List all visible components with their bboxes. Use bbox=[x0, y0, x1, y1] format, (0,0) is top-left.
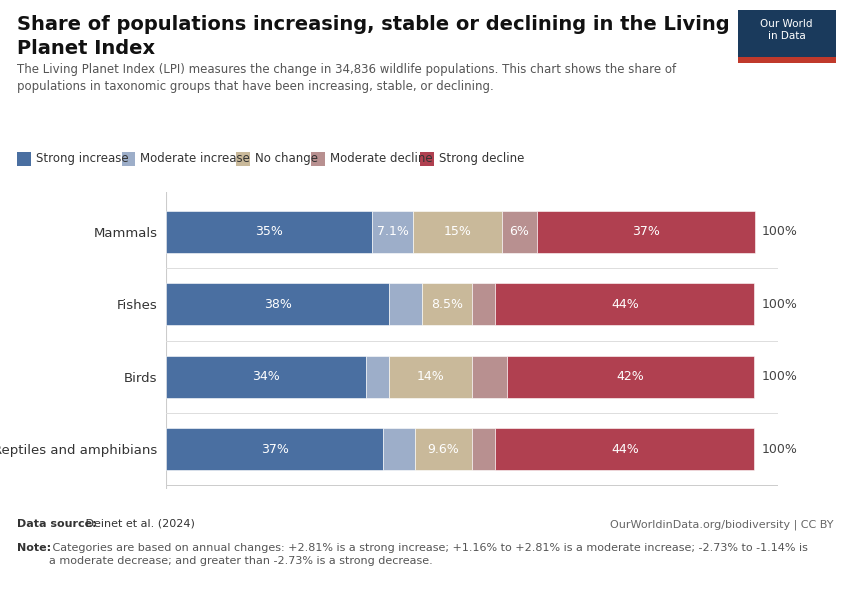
Text: Strong increase: Strong increase bbox=[36, 152, 128, 165]
Text: Our World
in Data: Our World in Data bbox=[761, 19, 813, 41]
Text: Moderate decline: Moderate decline bbox=[330, 152, 433, 165]
Bar bbox=[166, 283, 389, 325]
Text: 100%: 100% bbox=[762, 370, 797, 383]
Text: 42%: 42% bbox=[617, 370, 644, 383]
Text: 44%: 44% bbox=[611, 298, 638, 311]
Bar bbox=[366, 356, 389, 398]
Bar bbox=[389, 356, 472, 398]
Bar bbox=[472, 283, 496, 325]
Bar bbox=[496, 428, 754, 470]
Bar bbox=[166, 428, 383, 470]
Text: 100%: 100% bbox=[762, 226, 798, 238]
Bar bbox=[502, 211, 537, 253]
Bar bbox=[472, 428, 496, 470]
Text: 34%: 34% bbox=[252, 370, 280, 383]
Text: Categories are based on annual changes: +2.81% is a strong increase; +1.16% to +: Categories are based on annual changes: … bbox=[49, 543, 808, 566]
Text: 35%: 35% bbox=[255, 226, 283, 238]
Text: 15%: 15% bbox=[444, 226, 472, 238]
Bar bbox=[537, 211, 755, 253]
Text: Data source:: Data source: bbox=[17, 519, 97, 529]
Text: Planet Index: Planet Index bbox=[17, 39, 155, 58]
Text: 44%: 44% bbox=[611, 443, 638, 455]
Text: Strong decline: Strong decline bbox=[439, 152, 524, 165]
Bar bbox=[416, 428, 472, 470]
Bar bbox=[413, 211, 501, 253]
Bar bbox=[496, 283, 754, 325]
Text: 100%: 100% bbox=[762, 298, 797, 311]
Text: 100%: 100% bbox=[762, 443, 797, 455]
Text: 9.6%: 9.6% bbox=[428, 443, 459, 455]
Bar bbox=[383, 428, 416, 470]
Text: 14%: 14% bbox=[416, 370, 445, 383]
Bar bbox=[422, 283, 472, 325]
Text: Note:: Note: bbox=[17, 543, 51, 553]
Text: 6%: 6% bbox=[509, 226, 530, 238]
Bar bbox=[389, 283, 422, 325]
Text: OurWorldinData.org/biodiversity | CC BY: OurWorldinData.org/biodiversity | CC BY bbox=[609, 519, 833, 529]
Bar bbox=[166, 356, 366, 398]
Text: 7.1%: 7.1% bbox=[377, 226, 409, 238]
Text: 37%: 37% bbox=[261, 443, 288, 455]
Text: 38%: 38% bbox=[264, 298, 292, 311]
Bar bbox=[507, 356, 754, 398]
Text: Moderate increase: Moderate increase bbox=[140, 152, 250, 165]
Text: Share of populations increasing, stable or declining in the Living: Share of populations increasing, stable … bbox=[17, 15, 729, 34]
Text: 37%: 37% bbox=[632, 226, 660, 238]
Text: Deinet et al. (2024): Deinet et al. (2024) bbox=[82, 519, 195, 529]
Text: The Living Planet Index (LPI) measures the change in 34,836 wildlife populations: The Living Planet Index (LPI) measures t… bbox=[17, 63, 676, 93]
Text: No change: No change bbox=[255, 152, 318, 165]
Bar bbox=[166, 211, 371, 253]
Bar bbox=[371, 211, 413, 253]
Text: 8.5%: 8.5% bbox=[431, 298, 462, 311]
Bar bbox=[472, 356, 507, 398]
